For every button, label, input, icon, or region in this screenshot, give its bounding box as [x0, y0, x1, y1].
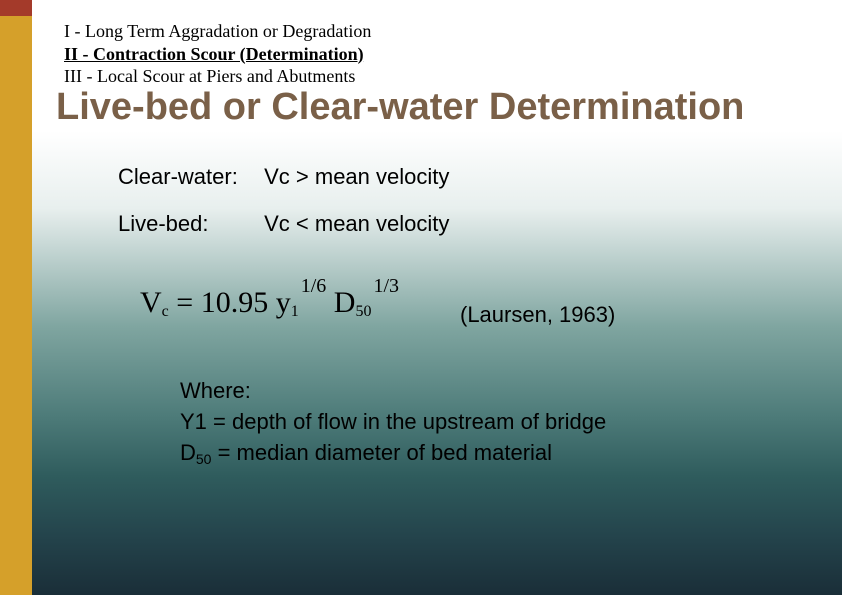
formula-y-exp: 1/6 — [301, 275, 327, 297]
nav-item-1: I - Long Term Aggradation or Degradation — [64, 20, 371, 43]
formula-d-var: D — [334, 286, 356, 320]
where-d-sub: 50 — [196, 451, 212, 467]
livebed-rule: Vc < mean velocity — [264, 211, 449, 236]
nav-item-2-current: II - Contraction Scour (Determination) — [64, 43, 371, 66]
formula-lhs-sub: c — [162, 303, 169, 320]
where-block: Where: Y1 = depth of flow in the upstrea… — [180, 376, 606, 469]
slide: I - Long Term Aggradation or Degradation… — [0, 0, 842, 595]
side-accent-bar — [0, 0, 32, 595]
where-heading: Where: — [180, 376, 606, 407]
nav-item-3: III - Local Scour at Piers and Abutments — [64, 65, 371, 88]
conditions-block: Clear-water: Vc > mean velocity Live-bed… — [118, 160, 449, 254]
formula-d-exp: 1/3 — [373, 275, 399, 297]
formula-d-sub: 50 — [355, 303, 371, 320]
clearwater-row: Clear-water: Vc > mean velocity — [118, 160, 449, 193]
clearwater-label: Clear-water: — [118, 160, 258, 193]
formula-lhs-var: V — [140, 286, 162, 320]
formula-eq: = 10.95 — [176, 286, 268, 320]
formula-y-sub: 1 — [291, 303, 299, 320]
livebed-row: Live-bed: Vc < mean velocity — [118, 207, 449, 240]
where-d-pre: D — [180, 440, 196, 465]
section-nav: I - Long Term Aggradation or Degradation… — [64, 20, 371, 88]
where-d-post: = median diameter of bed material — [211, 440, 552, 465]
livebed-label: Live-bed: — [118, 207, 258, 240]
page-title: Live-bed or Clear-water Determination — [56, 86, 744, 129]
clearwater-rule: Vc > mean velocity — [264, 164, 449, 189]
where-d-line: D50 = median diameter of bed material — [180, 438, 606, 470]
where-y-line: Y1 = depth of flow in the upstream of br… — [180, 407, 606, 438]
formula-y-var: y — [276, 286, 291, 320]
formula: Vc = 10.95 y11/6 D501/3 — [140, 275, 399, 321]
corner-accent — [0, 0, 32, 16]
citation: (Laursen, 1963) — [460, 302, 615, 328]
